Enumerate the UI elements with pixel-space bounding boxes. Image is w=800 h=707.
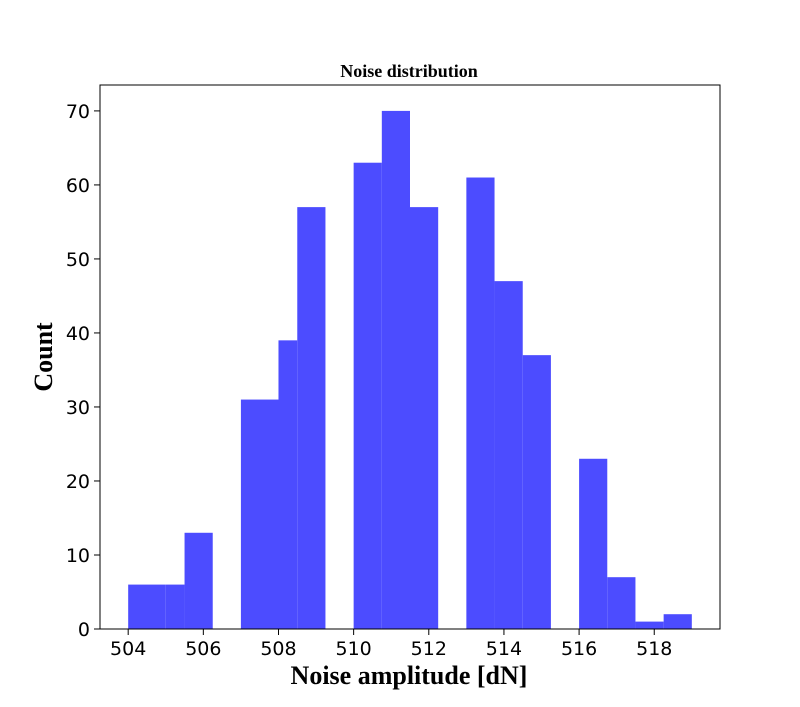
histogram-bar-13 — [607, 577, 636, 629]
bars-group — [128, 110, 692, 629]
y-tick-label-4: 40 — [66, 323, 90, 345]
histogram-bar-11 — [522, 355, 551, 629]
y-tick-label-3: 30 — [66, 397, 90, 419]
histogram-bar-1 — [165, 584, 185, 629]
y-tick-label-2: 20 — [66, 471, 90, 493]
x-tick-label-5: 514 — [486, 638, 522, 660]
x-axis-label: Noise amplitude [dN] — [291, 661, 528, 690]
x-tick-label-2: 508 — [260, 638, 296, 660]
histogram-bar-9 — [466, 177, 495, 629]
x-tick-label-6: 516 — [561, 638, 597, 660]
y-tick-label-1: 10 — [66, 545, 90, 567]
y-tick-label-5: 50 — [66, 249, 90, 271]
x-tick-label-7: 518 — [636, 638, 672, 660]
chart-title: Noise distribution — [340, 61, 478, 81]
x-tick-label-4: 512 — [411, 638, 447, 660]
histogram-bar-6 — [353, 162, 382, 629]
histogram-bar-3 — [240, 399, 279, 629]
x-axis-ticks: 504 506 508 510 512 514 516 518 — [110, 629, 672, 660]
histogram-bar-4 — [278, 340, 298, 629]
histogram-bar-0 — [128, 584, 166, 629]
y-tick-label-6: 60 — [66, 175, 90, 197]
histogram-bar-15 — [663, 614, 692, 629]
histogram-bar-10 — [494, 281, 523, 629]
plot-frame — [99, 84, 721, 630]
histogram-bar-2 — [184, 532, 213, 629]
histogram-bar-14 — [635, 621, 664, 629]
x-tick-label-1: 506 — [185, 638, 221, 660]
y-axis-ticks: 0 10 20 30 40 50 60 70 — [66, 101, 100, 641]
histogram-bar-12 — [579, 458, 608, 629]
x-tick-label-3: 510 — [336, 638, 372, 660]
y-tick-label-0: 0 — [78, 619, 90, 641]
y-tick-label-7: 70 — [66, 101, 90, 123]
histogram-bar-8 — [410, 207, 439, 629]
x-tick-label-0: 504 — [110, 638, 146, 660]
histogram-bar-7 — [381, 110, 410, 629]
y-axis-label: Count — [29, 322, 58, 392]
histogram-bar-5 — [297, 207, 326, 629]
